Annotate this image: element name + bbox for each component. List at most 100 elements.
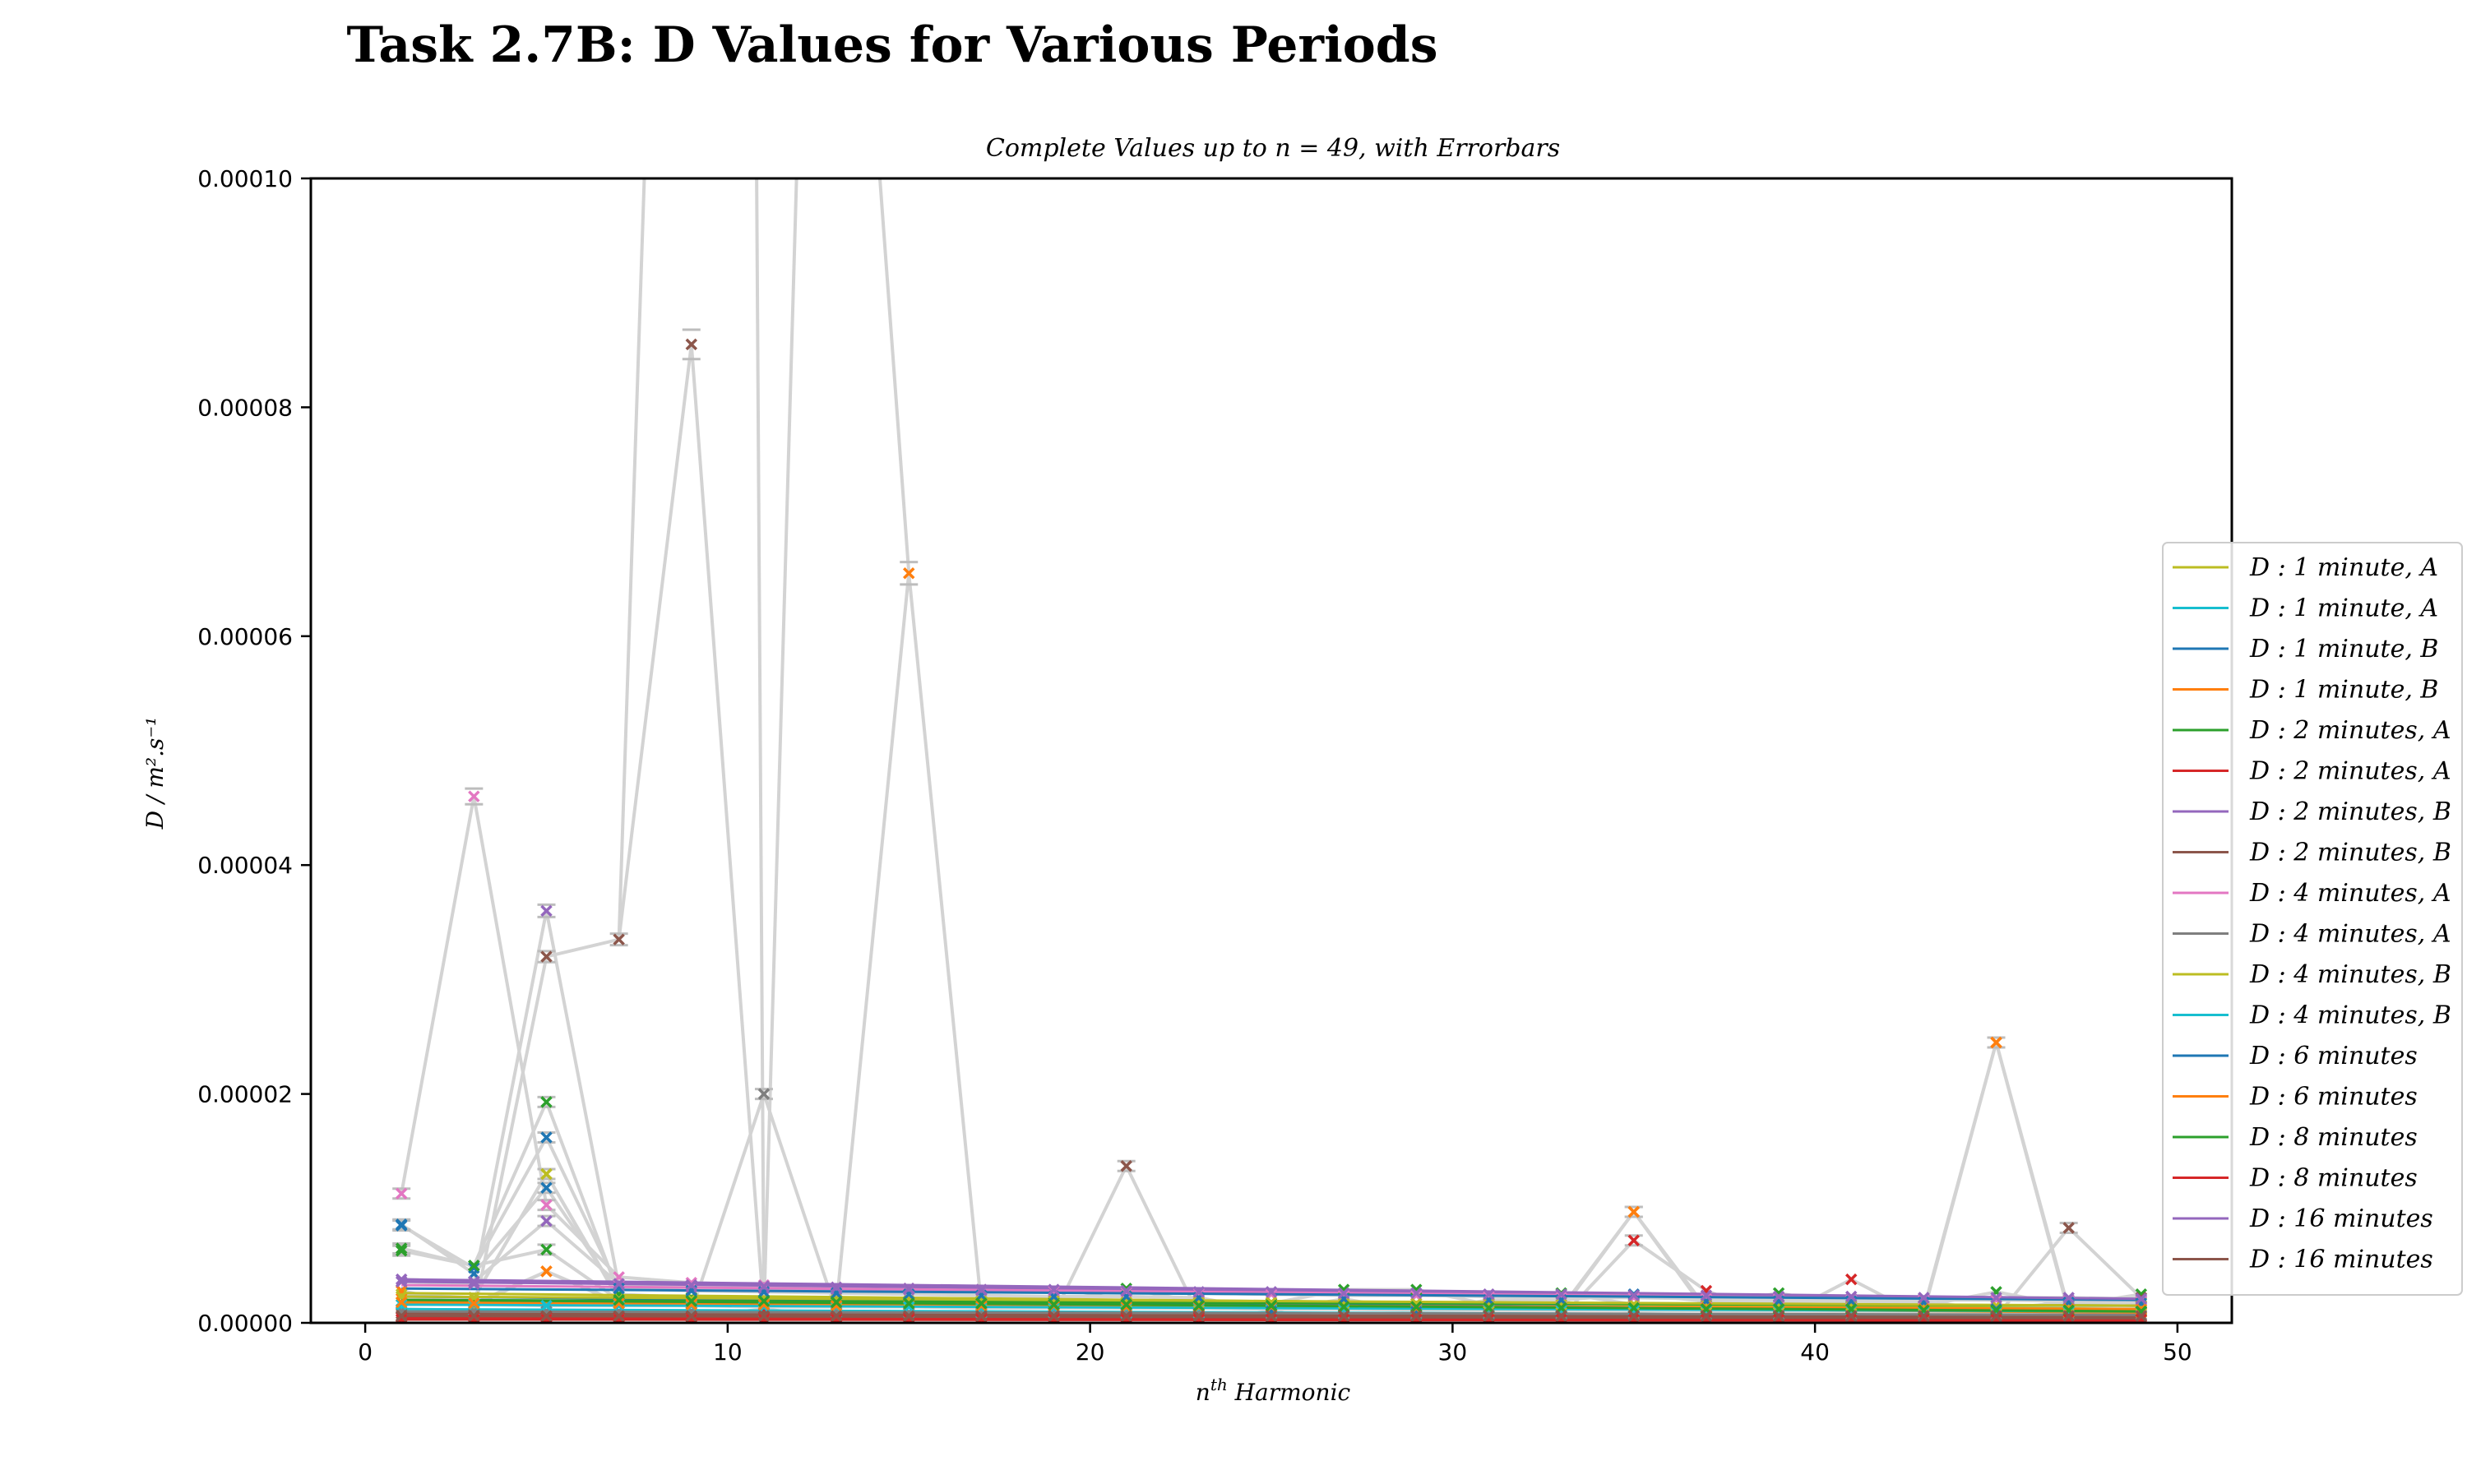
data-point [1265, 1299, 1278, 1312]
data-point [395, 1219, 408, 1232]
errorbar-trace [400, 1041, 2141, 1315]
plot-frame [309, 177, 2233, 1325]
data-point [540, 1265, 553, 1278]
data-point [757, 1283, 771, 1295]
data-point [975, 1310, 988, 1322]
legend-label: D : 16 minutes [2249, 1246, 2433, 1274]
data-point [757, 1280, 771, 1292]
errorbar-trace [877, 178, 911, 574]
data-point [1337, 1287, 1350, 1300]
data-point [2135, 1292, 2148, 1306]
data-point [468, 1310, 480, 1322]
plot-clip-group [392, 178, 2148, 1323]
data-point [975, 1299, 988, 1312]
errorbar-trace [617, 178, 646, 940]
data-point [1120, 1284, 1132, 1297]
x-tick-label: 10 [713, 1338, 743, 1366]
data-point [540, 1131, 553, 1144]
legend-label: D : 4 minutes, B [2249, 960, 2451, 989]
data-point [468, 1297, 480, 1310]
data-point [1192, 1286, 1206, 1298]
data-point [903, 1310, 915, 1322]
y-tick-label: 0.00006 [197, 623, 293, 650]
y-tick-label: 0.00004 [197, 852, 293, 879]
x-tick-label: 50 [2163, 1338, 2192, 1366]
data-point [1700, 1310, 1713, 1322]
legend-label: D : 6 minutes [2249, 1083, 2418, 1112]
data-point [1483, 1310, 1495, 1322]
errorbar-trace [400, 1100, 2142, 1308]
data-point [1844, 1310, 1858, 1322]
data-point [613, 1280, 625, 1292]
data-point [830, 1281, 843, 1294]
data-point [395, 1296, 408, 1309]
x-axis-label: nth Harmonic [1196, 1375, 1351, 1406]
data-point [1627, 1205, 1640, 1218]
data-point [395, 1273, 408, 1286]
data-point [830, 1310, 843, 1322]
errorbar-trace [755, 178, 766, 1301]
plot-area [392, 178, 2148, 1323]
data-point [613, 1293, 625, 1306]
legend-label: D : 8 minutes [2249, 1164, 2418, 1193]
data-point [468, 1278, 480, 1290]
legend-label: D : 2 minutes, B [2249, 797, 2451, 826]
data-point [468, 1275, 480, 1288]
data-point [468, 1261, 480, 1274]
legend-label: D : 1 minute, A [2249, 553, 2438, 582]
data-point [613, 1278, 625, 1290]
data-point [1627, 1234, 1640, 1247]
data-point [757, 1088, 771, 1100]
data-point [903, 1283, 915, 1295]
data-point [395, 1242, 408, 1255]
data-point [757, 1295, 771, 1307]
data-point [685, 338, 698, 351]
chart-title: Task 2.7B: D Values for Various Periods [346, 16, 1437, 74]
data-point [1120, 1298, 1132, 1311]
data-point [613, 1310, 625, 1322]
data-point [1410, 1301, 1423, 1313]
legend-label: D : 2 minutes, A [2249, 757, 2451, 786]
data-point [540, 1199, 553, 1211]
data-point [1990, 1310, 2002, 1322]
data-point [830, 1283, 843, 1296]
data-point [1120, 1310, 1132, 1322]
data-point [975, 1297, 988, 1310]
legend-label: D : 1 minute, B [2249, 635, 2438, 663]
data-point [540, 904, 553, 918]
data-point [685, 1310, 698, 1322]
data-point [1410, 1287, 1423, 1300]
y-tick-label: 0.00000 [197, 1310, 293, 1337]
data-point [975, 1283, 988, 1296]
data-point [1918, 1292, 1930, 1304]
legend-label: D : 2 minutes, A [2249, 716, 2451, 745]
data-point [1627, 1310, 1640, 1322]
data-point [613, 933, 625, 945]
data-point [903, 1301, 915, 1313]
data-point [1990, 1036, 2002, 1049]
data-point [395, 1310, 408, 1322]
y-axis-label: D / m².s⁻¹ [141, 717, 169, 830]
data-point [1627, 1289, 1640, 1301]
legend-label: D : 4 minutes, A [2249, 879, 2451, 908]
legend-label: D : 6 minutes [2249, 1042, 2418, 1070]
data-point [540, 1167, 553, 1181]
legend-label: D : 1 minute, A [2249, 594, 2438, 623]
data-point [757, 1298, 771, 1311]
data-point [1120, 1160, 1132, 1172]
data-point [1483, 1288, 1495, 1301]
data-point [540, 1181, 553, 1194]
x-tick-label: 30 [1438, 1338, 1468, 1366]
data-point [540, 1310, 553, 1322]
data-point [468, 790, 480, 802]
data-point [1120, 1301, 1132, 1313]
legend-label: D : 2 minutes, B [2249, 839, 2451, 867]
data-point [1844, 1273, 1858, 1286]
errorbar-trace [401, 908, 2141, 1302]
y-tick-label: 0.00010 [197, 165, 293, 192]
data-point [1048, 1310, 1060, 1322]
data-point [1410, 1310, 1423, 1322]
legend-label: D : 16 minutes [2249, 1204, 2433, 1233]
data-point [395, 1298, 408, 1311]
